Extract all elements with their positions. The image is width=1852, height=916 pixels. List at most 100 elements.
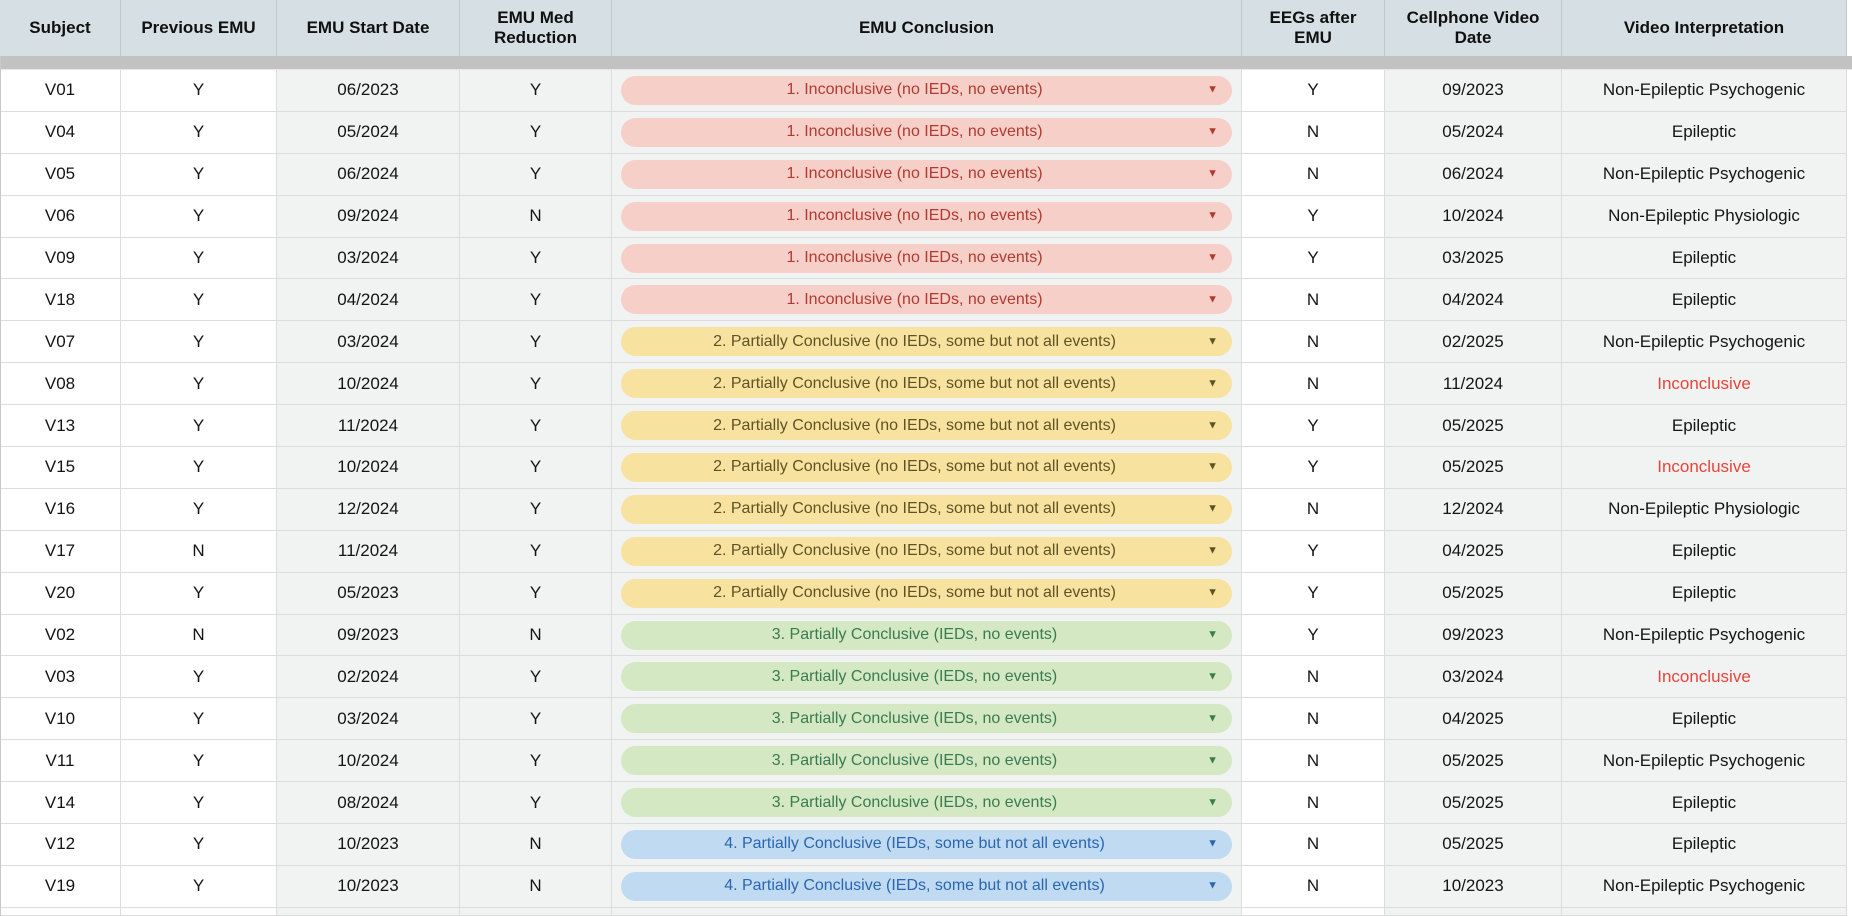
conclusion-dropdown-chip[interactable]: 2. Partially Conclusive (no IEDs, some b… <box>621 369 1232 399</box>
column-header-previous_emu[interactable]: Previous EMU <box>121 0 277 56</box>
cell-eegs_after_emu[interactable]: N <box>1242 363 1385 406</box>
cell-previous_emu[interactable]: Y <box>121 321 277 364</box>
cell-emu_conclusion[interactable]: 3. Partially Conclusive (IEDs, no events… <box>612 782 1242 825</box>
cell-emu_conclusion[interactable]: 4. Partially Conclusive (IEDs, some but … <box>612 865 1242 908</box>
cell-emu_start_date[interactable]: 03/2024 <box>277 698 460 741</box>
cell-video_interpretation[interactable]: Non-Epileptic Physiologic <box>1562 488 1847 531</box>
conclusion-dropdown-chip[interactable]: 4. Partially Conclusive (IEDs, some but … <box>621 829 1232 859</box>
cell-emu_med_reduction[interactable]: Y <box>460 782 612 825</box>
conclusion-dropdown-chip[interactable]: 1. Inconclusive (no IEDs, no events) ▼ <box>621 243 1232 273</box>
cell-eegs_after_emu[interactable]: Y <box>1242 572 1385 615</box>
cell-previous_emu[interactable]: N <box>121 614 277 657</box>
cell-emu_conclusion[interactable]: 4. Partially Conclusive (IEDs, some but … <box>612 824 1242 866</box>
conclusion-dropdown-chip[interactable]: 1. Inconclusive (no IEDs, no events) ▼ <box>621 117 1232 147</box>
cell-emu_start_date[interactable]: 10/2024 <box>277 363 460 406</box>
cell-subject[interactable]: V20 <box>0 572 121 615</box>
cell-emu_start_date[interactable]: 05/2024 <box>277 111 460 154</box>
cell-emu_med_reduction[interactable]: Y <box>460 153 612 196</box>
cell-emu_med_reduction[interactable]: N <box>460 824 612 866</box>
cell-cellphone_video_date[interactable]: 05/2025 <box>1385 447 1562 489</box>
cell-eegs_after_emu[interactable]: N <box>1242 740 1385 783</box>
cell-video_interpretation[interactable]: Epileptic <box>1562 279 1847 322</box>
cell-cellphone_video_date[interactable]: 10/2024 <box>1385 195 1562 238</box>
cell-previous_emu[interactable]: Y <box>121 111 277 154</box>
cell-emu_conclusion[interactable]: 2. Partially Conclusive (no IEDs, some b… <box>612 530 1242 573</box>
cell-previous_emu[interactable]: Y <box>121 698 277 741</box>
cell-emu_start_date[interactable]: 06/2023 <box>277 70 460 112</box>
cell-eegs_after_emu[interactable]: Y <box>1242 405 1385 448</box>
cell-emu_start_date[interactable]: 11/2024 <box>277 405 460 448</box>
cell-video_interpretation[interactable]: Non-Epileptic Psychogenic <box>1562 865 1847 908</box>
cell-subject[interactable]: V02 <box>0 614 121 657</box>
cell-video_interpretation[interactable]: Epileptic <box>1562 824 1847 866</box>
conclusion-dropdown-chip[interactable]: 3. Partially Conclusive (IEDs, no events… <box>621 704 1232 734</box>
cell-emu_med_reduction[interactable]: Y <box>460 656 612 699</box>
cell-previous_emu[interactable]: Y <box>121 279 277 322</box>
cell-emu_start_date[interactable]: 08/2024 <box>277 782 460 825</box>
conclusion-dropdown-chip[interactable]: 4. Partially Conclusive (IEDs, some but … <box>621 871 1232 901</box>
cell-cellphone_video_date[interactable]: 09/2023 <box>1385 70 1562 112</box>
cell-emu_conclusion[interactable]: 1. Inconclusive (no IEDs, no events) ▼ <box>612 195 1242 238</box>
cell-subject[interactable]: V06 <box>0 195 121 238</box>
cell-video_interpretation[interactable]: Non-Epileptic Psychogenic <box>1562 321 1847 364</box>
cell-cellphone_video_date[interactable]: 03/2025 <box>1385 237 1562 280</box>
cell-emu_start_date[interactable]: 02/2024 <box>277 656 460 699</box>
cell-subject[interactable]: V10 <box>0 698 121 741</box>
conclusion-dropdown-chip[interactable]: 3. Partially Conclusive (IEDs, no events… <box>621 662 1232 692</box>
cell-emu_conclusion[interactable]: 2. Partially Conclusive (no IEDs, some b… <box>612 321 1242 364</box>
cell-subject[interactable]: V08 <box>0 363 121 406</box>
cell-emu_conclusion[interactable]: 3. Partially Conclusive (IEDs, no events… <box>612 614 1242 657</box>
cell-subject[interactable]: V03 <box>0 656 121 699</box>
cell-video_interpretation[interactable]: Epileptic <box>1562 237 1847 280</box>
cell-cellphone_video_date[interactable]: 05/2025 <box>1385 740 1562 783</box>
cell-previous_emu[interactable]: Y <box>121 488 277 531</box>
conclusion-dropdown-chip[interactable]: 3. Partially Conclusive (IEDs, no events… <box>621 788 1232 818</box>
cell-emu_start_date[interactable]: 03/2024 <box>277 321 460 364</box>
conclusion-dropdown-chip[interactable]: 1. Inconclusive (no IEDs, no events) ▼ <box>621 159 1232 189</box>
cell-previous_emu[interactable]: Y <box>121 195 277 238</box>
cell-video_interpretation[interactable]: Epileptic <box>1562 572 1847 615</box>
cell-eegs_after_emu[interactable]: Y <box>1242 447 1385 489</box>
cell-cellphone_video_date[interactable]: 04/2024 <box>1385 279 1562 322</box>
cell-video_interpretation[interactable]: Epileptic <box>1562 782 1847 825</box>
cell-emu_conclusion[interactable]: 2. Partially Conclusive (no IEDs, some b… <box>612 488 1242 531</box>
conclusion-dropdown-chip[interactable]: 2. Partially Conclusive (no IEDs, some b… <box>621 494 1232 524</box>
cell-video_interpretation[interactable]: Non-Epileptic Psychogenic <box>1562 70 1847 112</box>
cell-video_interpretation[interactable]: Epileptic <box>1562 698 1847 741</box>
conclusion-dropdown-chip[interactable]: 3. Partially Conclusive (IEDs, no events… <box>621 746 1232 776</box>
cell-emu_conclusion[interactable]: 2. Partially Conclusive (no IEDs, some b… <box>612 405 1242 448</box>
cell-subject[interactable]: V12 <box>0 824 121 866</box>
cell-subject[interactable]: V04 <box>0 111 121 154</box>
cell-emu_conclusion[interactable]: 3. Partially Conclusive (IEDs, no events… <box>612 656 1242 699</box>
cell-cellphone_video_date[interactable]: 10/2023 <box>1385 865 1562 908</box>
cell-subject[interactable]: V01 <box>0 70 121 112</box>
cell-previous_emu[interactable]: Y <box>121 405 277 448</box>
cell-emu_conclusion[interactable]: 2. Partially Conclusive (no IEDs, some b… <box>612 572 1242 615</box>
cell-emu_med_reduction[interactable]: Y <box>460 740 612 783</box>
column-header-eegs_after_emu[interactable]: EEGs after EMU <box>1242 0 1385 56</box>
cell-emu_med_reduction[interactable]: N <box>460 614 612 657</box>
column-header-emu_start_date[interactable]: EMU Start Date <box>277 0 460 56</box>
cell-emu_conclusion[interactable]: 2. Partially Conclusive (no IEDs, some b… <box>612 363 1242 406</box>
cell-subject[interactable]: V15 <box>0 447 121 489</box>
cell-emu_conclusion[interactable]: 2. Partially Conclusive (no IEDs, some b… <box>612 447 1242 489</box>
cell-eegs_after_emu[interactable]: N <box>1242 865 1385 908</box>
cell-emu_med_reduction[interactable]: Y <box>460 698 612 741</box>
cell-emu_start_date[interactable]: 05/2023 <box>277 572 460 615</box>
cell-emu_conclusion[interactable]: 1. Inconclusive (no IEDs, no events) ▼ <box>612 153 1242 196</box>
cell-eegs_after_emu[interactable]: Y <box>1242 530 1385 573</box>
cell-subject[interactable] <box>0 907 121 916</box>
cell-emu_med_reduction[interactable] <box>460 907 612 916</box>
cell-emu_start_date[interactable]: 09/2023 <box>277 614 460 657</box>
cell-emu_conclusion[interactable]: 1. Inconclusive (no IEDs, no events) ▼ <box>612 279 1242 322</box>
conclusion-dropdown-chip[interactable]: 2. Partially Conclusive (no IEDs, some b… <box>621 578 1232 608</box>
cell-emu_conclusion[interactable] <box>612 907 1242 916</box>
cell-subject[interactable]: V07 <box>0 321 121 364</box>
cell-previous_emu[interactable]: Y <box>121 865 277 908</box>
conclusion-dropdown-chip[interactable]: 2. Partially Conclusive (no IEDs, some b… <box>621 452 1232 482</box>
cell-eegs_after_emu[interactable]: N <box>1242 782 1385 825</box>
cell-previous_emu[interactable]: Y <box>121 447 277 489</box>
cell-video_interpretation[interactable]: Epileptic <box>1562 111 1847 154</box>
cell-cellphone_video_date[interactable]: 02/2025 <box>1385 321 1562 364</box>
cell-previous_emu[interactable]: Y <box>121 237 277 280</box>
